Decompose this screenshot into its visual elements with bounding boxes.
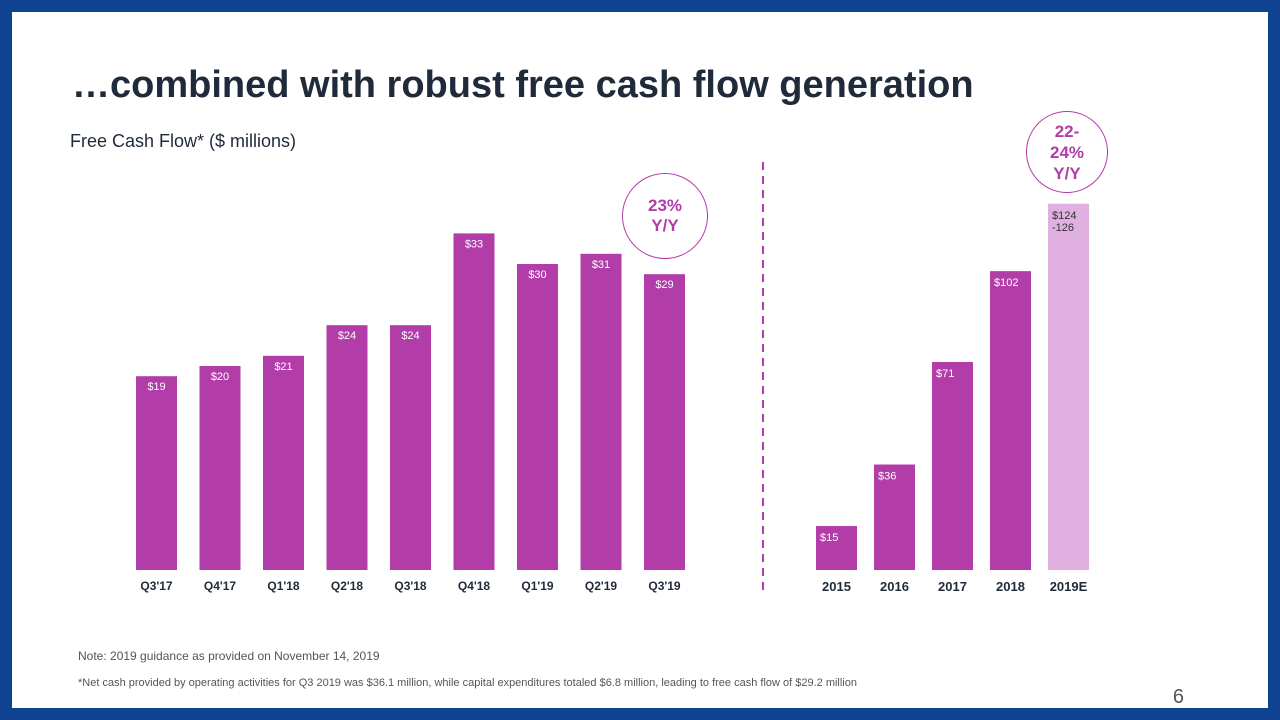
tick-label-Q4'17: Q4'17 — [204, 579, 237, 593]
callout-annual-line2: 24% — [1049, 142, 1085, 162]
data-label-2016: $36 — [878, 471, 896, 483]
tick-label-2017: 2017 — [938, 579, 967, 594]
tick-label-2019E: 2019E — [1050, 579, 1088, 594]
bar-Q4'18 — [453, 233, 495, 570]
tick-label-2016: 2016 — [880, 579, 909, 594]
callout-annual-line1: 22- — [1054, 121, 1080, 141]
data-label-Q1'18: $21 — [274, 361, 292, 373]
callout-quarterly-growth: 23% Y/Y — [622, 173, 708, 259]
tick-label-Q3'19: Q3'19 — [648, 579, 681, 593]
data-label-2019E-1: -126 — [1052, 222, 1074, 234]
bar-2015 — [816, 526, 857, 570]
tick-label-Q3'17: Q3'17 — [140, 579, 173, 593]
bar-Q3'17 — [136, 376, 177, 570]
tick-label-Q1'18: Q1'18 — [267, 579, 300, 593]
bar-2016 — [874, 464, 915, 570]
page-number: 6 — [1172, 686, 1184, 708]
bar-Q2'18 — [326, 325, 368, 570]
callout-quarterly-line2: Y/Y — [651, 216, 679, 235]
bar-2018 — [990, 271, 1031, 570]
data-label-Q4'18: $33 — [465, 238, 483, 250]
tick-label-Q4'18: Q4'18 — [458, 579, 491, 593]
data-label-Q3'19: $29 — [655, 279, 673, 291]
data-label-Q2'18: $24 — [338, 330, 356, 342]
data-label-Q4'17: $20 — [211, 371, 229, 383]
bar-Q2'19 — [580, 253, 622, 571]
callout-quarterly-line1: 23% — [647, 196, 683, 215]
tick-label-Q2'19: Q2'19 — [585, 579, 618, 593]
data-label-2017: $71 — [936, 368, 954, 380]
bar-Q3'19 — [644, 274, 685, 570]
bar-Q4'17 — [199, 366, 241, 570]
tick-label-Q3'18: Q3'18 — [394, 579, 427, 593]
bar-Q3'18 — [390, 325, 431, 570]
footnote: *Net cash provided by operating activiti… — [78, 677, 857, 689]
data-label-2015: $15 — [820, 532, 838, 544]
data-label-Q2'19: $31 — [592, 259, 610, 271]
note-guidance: Note: 2019 guidance as provided on Novem… — [78, 649, 380, 663]
data-label-Q3'18: $24 — [401, 330, 419, 342]
page-title: …combined with robust free cash flow gen… — [72, 64, 974, 106]
data-label-2018: $102 — [994, 277, 1018, 289]
data-label-2019E-0: $124 — [1052, 210, 1076, 222]
data-label-Q1'19: $30 — [528, 269, 546, 281]
bar-Q1'18 — [263, 355, 304, 570]
bar-2017 — [932, 361, 973, 570]
tick-label-2015: 2015 — [822, 579, 851, 594]
bar-Q1'19 — [517, 264, 558, 570]
tick-label-Q1'19: Q1'19 — [521, 579, 554, 593]
bar-2019E — [1048, 203, 1089, 570]
data-label-Q3'17: $19 — [147, 381, 165, 393]
tick-label-2018: 2018 — [996, 579, 1025, 594]
tick-label-Q2'18: Q2'18 — [331, 579, 364, 593]
callout-annual-growth: 22- 24% Y/Y — [1026, 111, 1108, 193]
chart-subtitle: Free Cash Flow* ($ millions) — [70, 131, 297, 151]
callout-annual-line3: Y/Y — [1053, 163, 1081, 183]
